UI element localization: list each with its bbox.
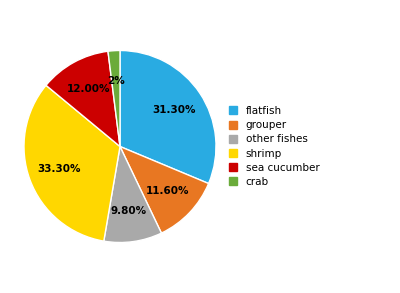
Wedge shape	[120, 146, 208, 233]
Legend: flatfish, grouper, other fishes, shrimp, sea cucumber, crab: flatfish, grouper, other fishes, shrimp,…	[226, 103, 323, 190]
Text: 12.00%: 12.00%	[67, 84, 110, 94]
Text: 2%: 2%	[107, 76, 125, 86]
Wedge shape	[120, 50, 216, 183]
Text: 33.30%: 33.30%	[37, 164, 80, 174]
Text: 9.80%: 9.80%	[111, 206, 147, 216]
Wedge shape	[46, 51, 120, 146]
Wedge shape	[108, 50, 120, 146]
Wedge shape	[24, 85, 120, 241]
Wedge shape	[104, 146, 162, 243]
Text: 11.60%: 11.60%	[146, 186, 189, 197]
Text: 31.30%: 31.30%	[152, 105, 196, 115]
